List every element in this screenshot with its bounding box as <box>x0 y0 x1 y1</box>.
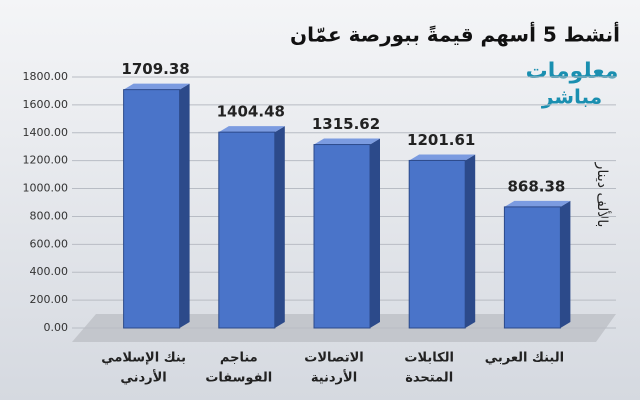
bar <box>123 89 181 329</box>
value-label: 1201.61 <box>407 131 475 149</box>
y-tick-label: 600.00 <box>30 237 69 250</box>
bar-top <box>504 200 571 207</box>
y-tick-label: 1000.00 <box>23 182 69 195</box>
value-label: 868.38 <box>507 177 565 195</box>
x-tick-label: الفوسفات <box>205 371 272 386</box>
y-axis-label: بالألف دينار <box>594 162 612 228</box>
x-tick-label: مناجم <box>220 351 258 366</box>
value-label: 1709.38 <box>121 60 189 78</box>
bar-side <box>560 200 571 328</box>
y-tick-label: 1200.00 <box>23 154 69 167</box>
value-label: 1404.48 <box>217 103 285 121</box>
y-tick-label: 0.00 <box>44 321 69 334</box>
bar-side <box>179 83 190 328</box>
x-tick-label: المتحدة <box>405 371 453 386</box>
bar-top <box>123 83 190 90</box>
y-tick-label: 200.00 <box>30 293 69 306</box>
logo: معلومات <box>526 59 619 84</box>
bar-top <box>314 138 380 145</box>
bar-top <box>409 154 476 161</box>
y-tick-label: 1600.00 <box>23 98 69 111</box>
bar-top <box>218 126 285 133</box>
bar <box>218 131 276 329</box>
x-tick-label: بنك الإسلامي <box>101 351 186 366</box>
bar <box>313 144 371 329</box>
x-tick-label: البنك العربي <box>485 351 564 366</box>
x-tick-label: الكابلات <box>404 351 454 366</box>
bar-side <box>370 138 380 328</box>
bar-side <box>274 126 285 328</box>
x-tick-label: الأردني <box>120 369 166 386</box>
chart-title: أنشط 5 أسهم قيمةً ببورصة عمّان <box>290 21 620 47</box>
y-tick-label: 1800.00 <box>23 70 69 83</box>
value-label: 1315.62 <box>312 115 380 133</box>
x-tick-label: الاتصالات <box>304 351 363 366</box>
bar <box>408 159 466 329</box>
x-tick-label: الأردنية <box>311 369 357 386</box>
y-tick-label: 400.00 <box>30 265 69 278</box>
y-tick-label: 1400.00 <box>23 126 69 139</box>
bar-side <box>465 154 476 328</box>
bar <box>503 206 561 329</box>
y-tick-label: 800.00 <box>30 209 69 222</box>
